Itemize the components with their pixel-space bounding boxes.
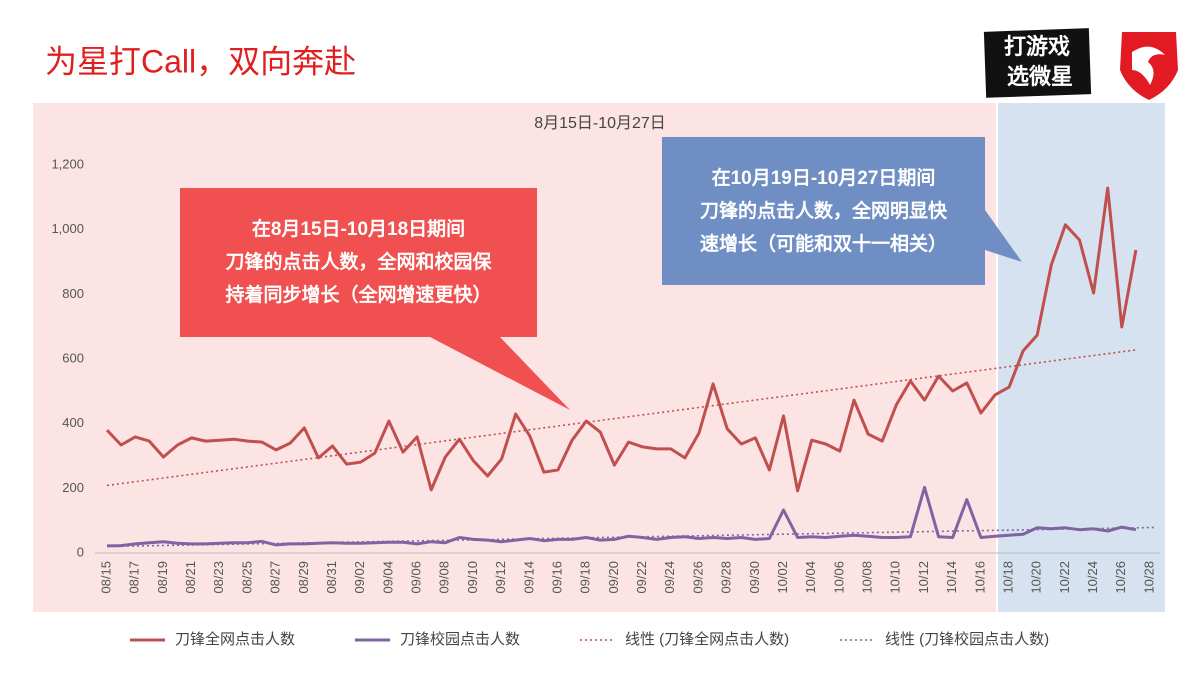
x-tick-label: 08/21 (183, 561, 198, 594)
y-tick-label: 600 (62, 350, 84, 365)
series-line (105, 186, 1138, 493)
x-tick-label: 10/14 (944, 561, 959, 594)
x-tick-label: 09/30 (747, 561, 762, 594)
callout-box (180, 188, 537, 337)
logo-box (983, 28, 1092, 98)
x-tick-label: 09/02 (352, 561, 367, 594)
callout-box (662, 137, 985, 285)
x-tick-label: 10/12 (916, 561, 931, 594)
callout-text: 刀锋的点击人数，全网明显快 (700, 199, 948, 222)
x-tick-label: 10/02 (775, 561, 790, 594)
callout-text: 在8月15日-10月18日期间 (252, 217, 465, 240)
x-tick-label: 09/24 (662, 561, 677, 594)
x-tick-label: 10/04 (803, 561, 818, 594)
y-tick-label: 0 (77, 544, 84, 559)
callout-text: 持着同步增长（全网增速更快） (225, 283, 491, 306)
x-tick-label: 10/28 (1141, 561, 1156, 594)
x-tick-label: 08/27 (268, 561, 283, 594)
y-tick-label: 400 (62, 415, 84, 430)
x-tick-label: 10/26 (1113, 561, 1128, 594)
y-tick-label: 1,200 (51, 156, 84, 171)
x-tick-label: 08/17 (127, 561, 142, 594)
x-tick-label: 08/29 (296, 561, 311, 594)
x-tick-label: 10/10 (888, 561, 903, 594)
x-tick-label: 08/19 (155, 561, 170, 594)
x-tick-label: 08/23 (211, 561, 226, 594)
x-tick-label: 09/16 (549, 561, 564, 594)
logo-text: 选微星 (1007, 64, 1073, 89)
callout-text: 速增长（可能和双十一相关） (700, 232, 947, 255)
legend-label: 线性 (刀锋全网点击人数) (625, 630, 789, 648)
logo-text: 打游戏 (1004, 34, 1070, 59)
callout-pointer (985, 210, 1022, 262)
legend-label: 线性 (刀锋校园点击人数) (885, 631, 1049, 648)
x-tick-label: 08/25 (239, 561, 254, 594)
x-tick-label: 09/14 (521, 561, 536, 594)
msi-dragon (1132, 46, 1165, 85)
x-tick-label: 10/20 (1029, 561, 1044, 594)
x-tick-label: 08/15 (98, 561, 113, 594)
callout-pointer (430, 337, 570, 410)
legend-label: 刀锋校园点击人数 (400, 631, 520, 648)
x-tick-label: 09/12 (493, 561, 508, 594)
page-title: 为星打Call，双向奔赴 (45, 43, 356, 79)
x-tick-label: 09/22 (634, 561, 649, 594)
x-tick-label: 09/28 (719, 561, 734, 594)
x-tick-label: 09/10 (465, 561, 480, 594)
series-line (106, 485, 1137, 548)
x-tick-label: 09/04 (380, 561, 395, 594)
y-tick-label: 200 (62, 480, 84, 495)
x-tick-label: 10/08 (860, 561, 875, 594)
chart-title: 8月15日-10月27日 (534, 115, 666, 132)
x-tick-label: 09/08 (437, 561, 452, 594)
x-tick-label: 09/20 (606, 561, 621, 594)
x-tick-label: 10/22 (1057, 561, 1072, 594)
x-tick-label: 09/06 (409, 561, 424, 594)
x-tick-label: 09/26 (690, 561, 705, 594)
y-tick-label: 1,000 (51, 221, 84, 236)
callout-text: 刀锋的点击人数，全网和校园保 (225, 250, 492, 273)
x-tick-label: 08/31 (324, 561, 339, 594)
x-tick-label: 09/18 (578, 561, 593, 594)
legend-label: 刀锋全网点击人数 (175, 630, 295, 648)
y-tick-label: 800 (62, 286, 84, 301)
callout-text: 在10月19日-10月27日期间 (712, 166, 936, 189)
x-tick-label: 10/18 (1000, 561, 1015, 594)
x-tick-label: 10/06 (831, 561, 846, 594)
x-tick-label: 10/16 (972, 561, 987, 594)
x-tick-label: 10/24 (1085, 561, 1100, 594)
